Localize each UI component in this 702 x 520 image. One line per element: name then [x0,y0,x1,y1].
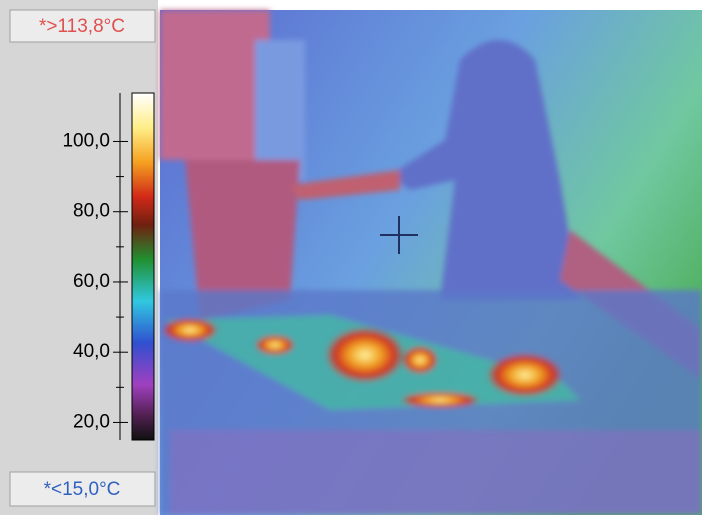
tick-label: 80,0 [73,201,110,222]
max-label: *>113,8°C [39,16,125,37]
min-label: *<15,0°C [44,479,121,500]
tick-label: 100,0 [62,130,110,151]
thermal-viewer: *>113,8°C *<15,0°C 20,0 40,0 60,0 80,0 100,0 [0,0,702,515]
tick-label: 60,0 [73,271,110,292]
tick-label: 40,0 [73,341,110,362]
color-bar [132,93,154,440]
thermal-image [160,10,702,515]
tick-label: 20,0 [73,411,110,432]
